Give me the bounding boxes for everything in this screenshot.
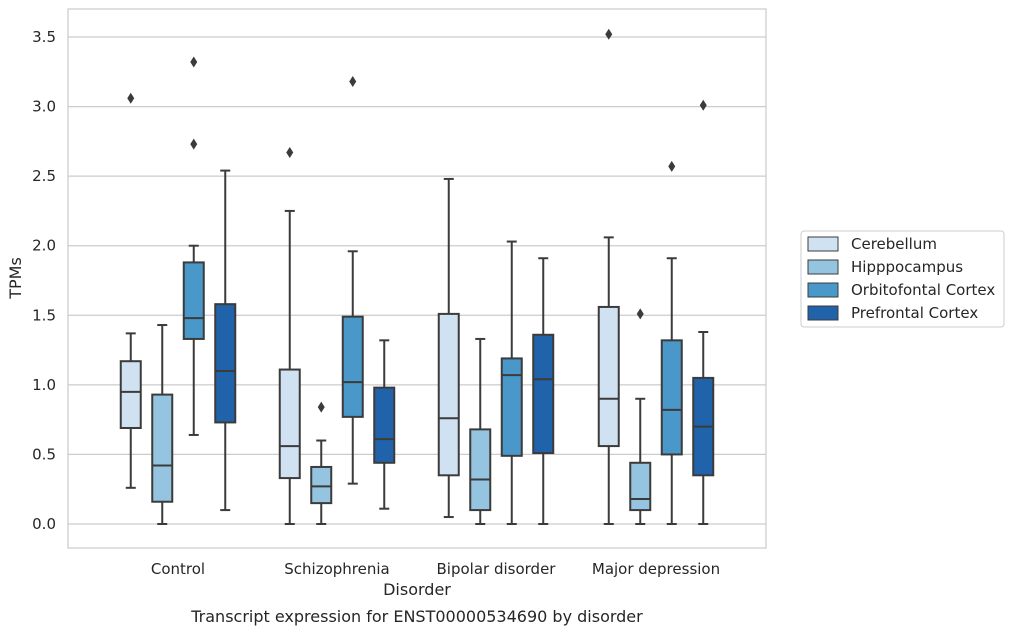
box	[500, 357, 523, 457]
legend: Cerebellum Hipppocampus Orbitofontal Corte…	[800, 230, 1005, 328]
box	[214, 303, 237, 424]
x-tick-label: Control	[151, 560, 205, 578]
legend-swatch	[807, 259, 839, 275]
outlier-point	[190, 138, 198, 150]
chart-caption: Transcript expression for ENST0000053469…	[190, 607, 643, 626]
box	[151, 393, 174, 503]
y-axis-title: TPMs	[6, 257, 25, 300]
box	[373, 386, 396, 464]
box	[532, 333, 555, 455]
box	[597, 305, 620, 448]
legend-swatch	[807, 282, 839, 298]
legend-label: Prefrontal Cortex	[851, 304, 978, 322]
plot-area-frame	[67, 8, 767, 549]
box	[469, 428, 492, 512]
legend-label: Cerebellum	[851, 235, 937, 253]
outlier-point	[636, 308, 644, 320]
legend-swatch	[807, 305, 839, 321]
y-tick-label: 1.5	[32, 306, 56, 324]
y-tick-label: 2.0	[32, 237, 56, 255]
box	[182, 261, 205, 340]
legend-label: Hipppocampus	[851, 258, 963, 276]
outlier-point	[605, 28, 613, 40]
box	[119, 360, 142, 429]
box	[629, 461, 652, 512]
x-tick-label: Bipolar disorder	[437, 560, 557, 578]
y-tick-label: 2.5	[32, 167, 56, 185]
y-tick-label: 0.5	[32, 445, 56, 463]
box	[437, 312, 460, 477]
legend-swatch	[807, 236, 839, 252]
box-series	[119, 28, 715, 525]
outlier-point	[127, 92, 135, 104]
box	[278, 368, 301, 480]
legend-frame	[800, 230, 1005, 328]
y-tick-label: 3.0	[32, 98, 56, 116]
y-tick-label: 0.0	[32, 515, 56, 533]
legend-label: Orbitofontal Cortex	[851, 281, 995, 299]
box	[310, 465, 333, 505]
y-tick-labels: 0.0 0.5 1.0 1.5 2.0 2.5 3.0 3.5	[32, 28, 56, 533]
box	[341, 315, 364, 418]
y-tick-label: 3.5	[32, 28, 56, 46]
x-tick-labels: Control Schizophrenia Bipolar disorder Majo…	[151, 560, 720, 578]
box	[660, 339, 683, 456]
x-tick-label: Schizophrenia	[284, 560, 389, 578]
outlier-point	[699, 99, 707, 111]
outlier-point	[349, 76, 357, 88]
outlier-point	[668, 160, 676, 172]
outlier-point	[286, 146, 294, 158]
x-axis-title: Disorder	[383, 580, 451, 599]
x-tick-label: Major depression	[592, 560, 720, 578]
outlier-point	[190, 56, 198, 68]
outlier-point	[317, 401, 325, 413]
y-tick-label: 1.0	[32, 376, 56, 394]
